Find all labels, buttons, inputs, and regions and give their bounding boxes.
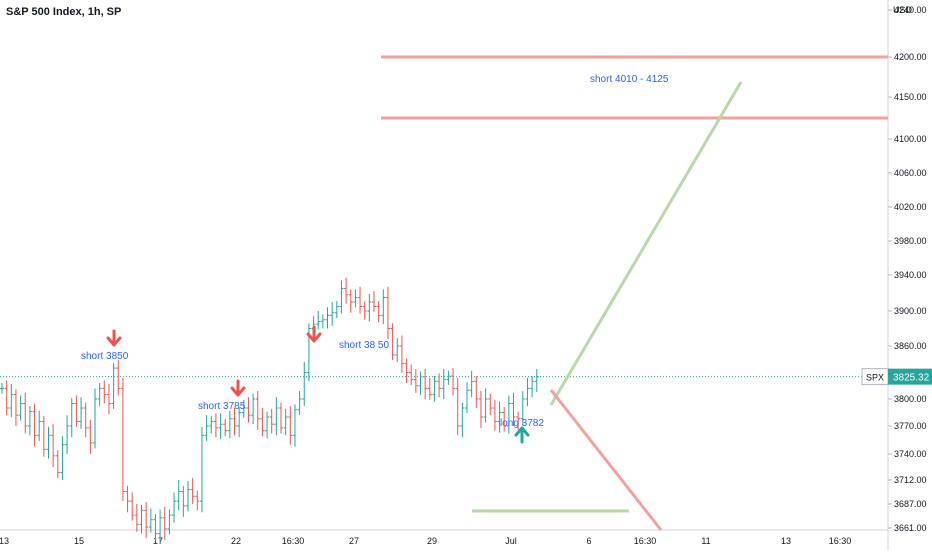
price-tick-label: 3860.00 — [894, 341, 927, 351]
annotation-short-3785: short 3785 — [198, 401, 246, 412]
time-tick-label: 15 — [74, 536, 84, 546]
price-tick-label: 4200.00 — [894, 52, 927, 62]
price-tick-label: 4240.00 — [894, 5, 927, 15]
time-tick-label: 11 — [701, 536, 710, 546]
time-tick-label: Jul — [505, 536, 517, 546]
price-tick-label: 3900.00 — [894, 306, 927, 316]
price-tick-label: 4100.00 — [894, 134, 927, 144]
time-tick-label: 6 — [586, 536, 591, 546]
sell-arrow-icon — [230, 379, 246, 397]
price-tick-label: 3712.00 — [894, 475, 927, 485]
price-tick-label: 3770.00 — [894, 421, 927, 431]
time-tick-label: 22 — [231, 536, 241, 546]
time-tick-label: 13 — [781, 536, 791, 546]
chart-title: S&P 500 Index, 1h, SP — [6, 6, 122, 18]
annotation-short-3850b: short 38 50 — [339, 340, 389, 351]
projection-down-line — [549, 389, 663, 531]
sell-arrow-icon — [106, 329, 122, 347]
price-tick-label: 4020.00 — [894, 202, 927, 212]
price-tick-label: 3940.00 — [894, 270, 927, 280]
annotation-long-3782: long 3782 — [500, 418, 544, 429]
time-tick-label: 16:30 — [634, 536, 657, 546]
price-tick-label: 3687.00 — [894, 499, 927, 509]
price-tick-label: 3800.00 — [894, 394, 927, 404]
price-tick-label: 4060.00 — [894, 168, 927, 178]
time-tick-label: 13 — [0, 536, 9, 546]
annotation-short-target: short 4010 - 4125 — [590, 74, 669, 85]
last-symbol-label: SPX — [866, 373, 884, 383]
price-tick-label: 3980.00 — [894, 236, 927, 246]
price-tick-label: 4150.00 — [894, 92, 927, 102]
time-tick-label: 17 — [153, 536, 163, 546]
last-price-tag — [888, 368, 932, 385]
price-axis-currency: USD — [893, 5, 913, 15]
buy-arrow-icon — [514, 426, 530, 444]
price-tick-label: 3661.00 — [894, 523, 927, 533]
plot-area — [0, 0, 888, 530]
price-tick-label: 3740.00 — [894, 449, 927, 459]
time-tick-label: 29 — [427, 536, 437, 546]
sell-arrow-icon — [306, 325, 322, 343]
last-price-label: 3825.32 — [893, 373, 930, 384]
time-tick-label: 27 — [349, 536, 359, 546]
projection-up-line — [549, 81, 743, 406]
time-tick-label: 16:30 — [282, 536, 305, 546]
time-tick-label: 16:30 — [829, 536, 852, 546]
annotation-short-3850: short 3850 — [81, 351, 129, 362]
